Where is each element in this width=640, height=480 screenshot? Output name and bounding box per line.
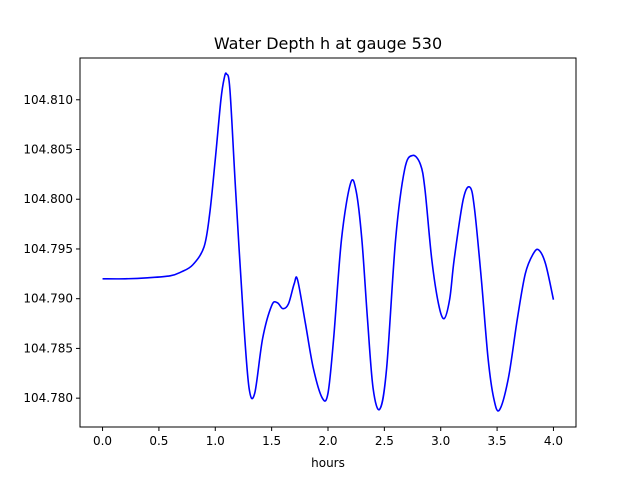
x-axis: 0.0 0.5 1.0 1.5 2.0 2.5 3.0 3.5 4.0	[93, 427, 563, 448]
x-tick-label: 2.0	[318, 434, 337, 448]
x-tick-label: 0.5	[149, 434, 168, 448]
y-tick-label: 104.780	[23, 391, 73, 405]
y-tick-label: 104.785	[23, 341, 73, 355]
y-tick-label: 104.805	[23, 143, 73, 157]
x-tick-label: 3.0	[431, 434, 450, 448]
y-tick-label: 104.795	[23, 242, 73, 256]
x-axis-label: hours	[311, 456, 345, 470]
y-tick-label: 104.800	[23, 192, 73, 206]
x-tick-label: 2.5	[375, 434, 394, 448]
y-tick-label: 104.790	[23, 292, 73, 306]
y-tick-label: 104.810	[23, 93, 73, 107]
x-tick-label: 0.0	[93, 434, 112, 448]
x-tick-label: 4.0	[544, 434, 563, 448]
x-tick-label: 1.0	[206, 434, 225, 448]
series-line-0	[102, 72, 555, 412]
y-axis: 104.780 104.785 104.790 104.795 104.800 104.8…	[23, 93, 80, 405]
chart-title: Water Depth h at gauge 530	[214, 34, 442, 53]
x-tick-label: 3.5	[488, 434, 507, 448]
x-tick-label: 1.5	[262, 434, 281, 448]
series-layer	[102, 72, 555, 412]
